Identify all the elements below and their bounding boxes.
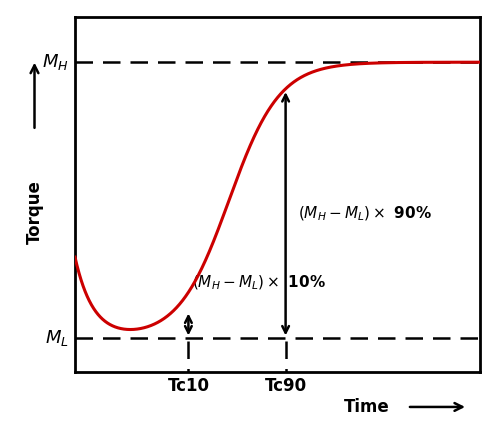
Text: $M_L$: $M_L$ xyxy=(45,328,69,348)
Text: Tc10: Tc10 xyxy=(168,377,209,395)
Text: $(M_H-M_L)\times$ 90%: $(M_H-M_L)\times$ 90% xyxy=(298,205,432,223)
Text: $M_H$: $M_H$ xyxy=(42,51,69,72)
Text: Torque: Torque xyxy=(26,180,44,244)
Text: $(M_H-M_L)\times$ 10%: $(M_H-M_L)\times$ 10% xyxy=(192,274,326,292)
Text: Tc90: Tc90 xyxy=(264,377,306,395)
Text: Time: Time xyxy=(344,398,390,416)
